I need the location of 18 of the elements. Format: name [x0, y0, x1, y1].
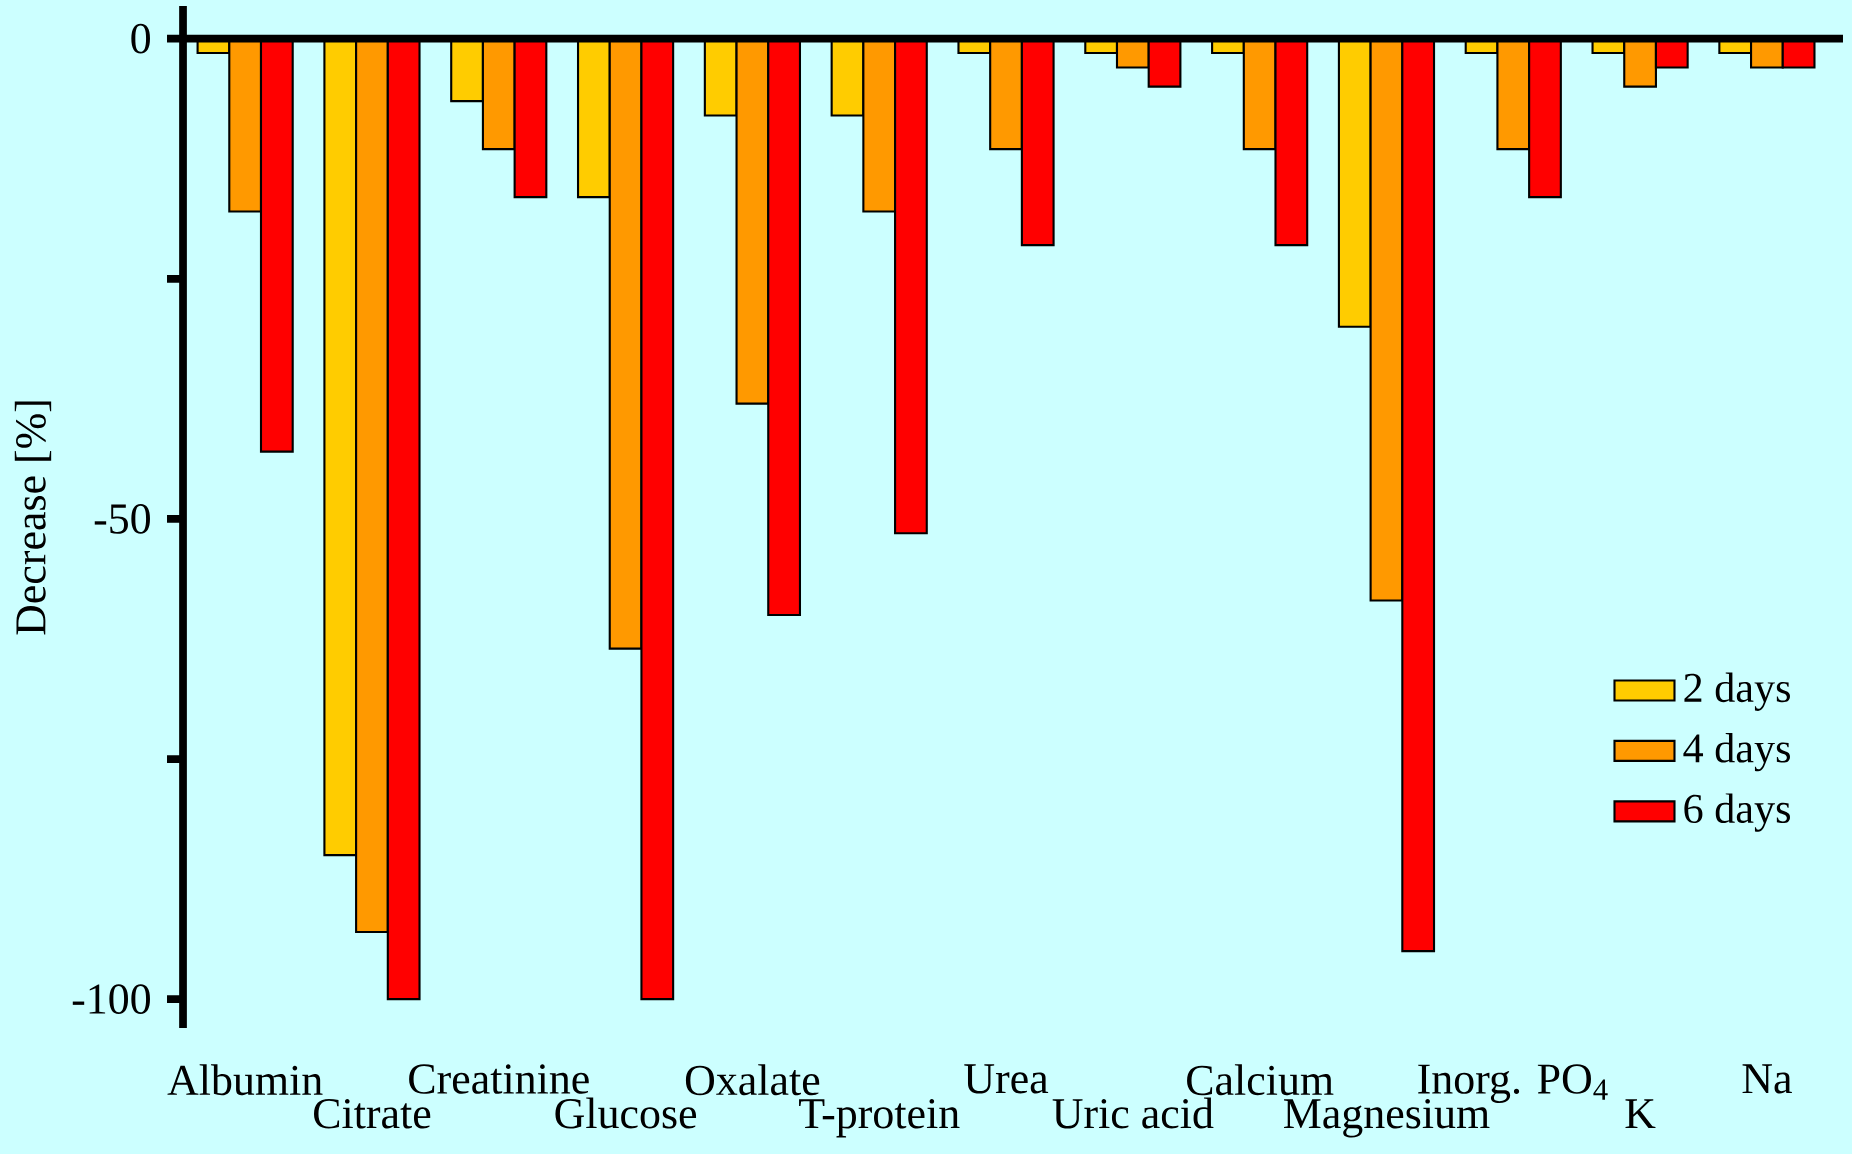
x-tick-label: Oxalate	[685, 1064, 820, 1096]
y-tick-label: -100	[72, 984, 150, 1014]
y-tick-label: 0	[131, 23, 150, 54]
x-tick-label: Uric acid	[1052, 1097, 1214, 1129]
x-tick-label: Albumin	[167, 1064, 323, 1096]
legend-label: 6 days	[1684, 793, 1790, 832]
x-tick-label: Na	[1742, 1064, 1792, 1094]
legend-label: 2 days	[1684, 672, 1790, 711]
y-axis-title: Decrease [%]	[14, 401, 52, 635]
x-tick-label: Creatinine	[409, 1064, 589, 1094]
y-tick-label: -50	[94, 504, 150, 534]
x-tick-label: Glucose	[555, 1097, 697, 1129]
x-tick-label: K	[1625, 1099, 1656, 1129]
x-tick-label: T-protein	[799, 1098, 960, 1138]
legend-label: 4 days	[1683, 732, 1790, 772]
x-tick-label: Calcium	[1187, 1064, 1334, 1096]
x-tick-label: Urea	[964, 1064, 1049, 1094]
x-tick-label: Citrate	[314, 1098, 431, 1129]
